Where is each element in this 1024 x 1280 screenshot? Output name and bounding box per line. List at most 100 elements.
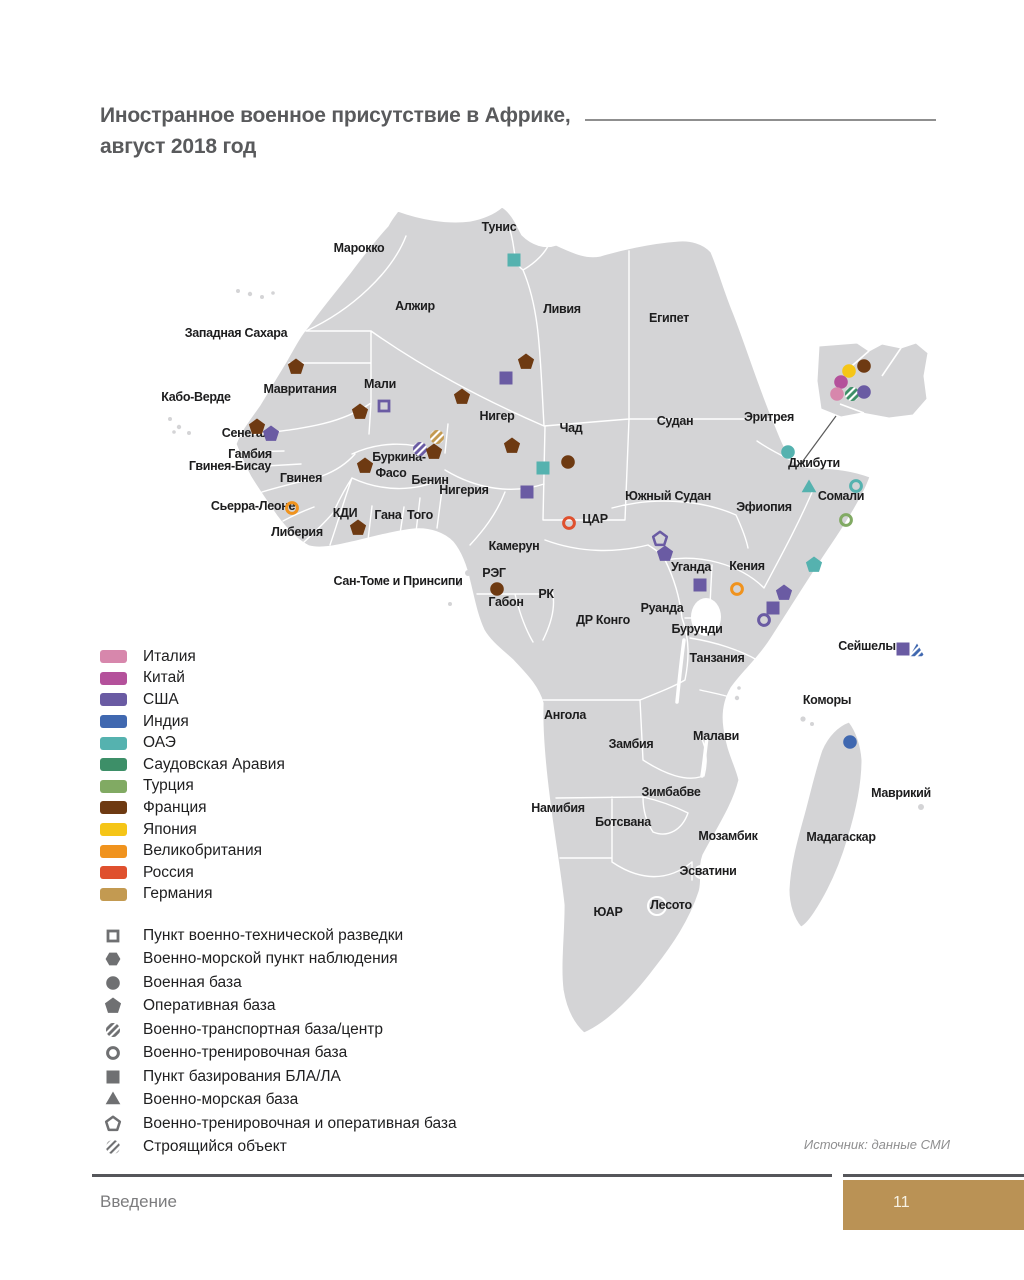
map-marker-uae-circle <box>781 445 795 459</box>
page-title: Иностранное военное присутствие в Африке… <box>100 100 620 162</box>
map-marker-usa-square-open <box>377 399 391 413</box>
country-label: Намибия <box>531 801 585 815</box>
map-marker-china-circle <box>834 375 848 389</box>
country-label: Эсватини <box>680 864 737 878</box>
square-open-icon <box>106 929 120 943</box>
map-marker-india-triangle-hatched <box>909 643 925 657</box>
hatch-icon <box>106 1140 120 1155</box>
country-label: Буркина- <box>372 450 426 464</box>
map-marker-usa-square <box>520 485 534 499</box>
legend-color-swatch <box>100 887 127 901</box>
africa-landmass <box>235 206 871 1034</box>
country-label: Мозамбик <box>698 829 758 843</box>
legend-color-swatch <box>100 866 127 880</box>
country-label: Гвинея <box>280 471 322 485</box>
country-label: Алжир <box>395 299 435 313</box>
inset-callout-line <box>799 415 837 466</box>
map-marker-usa-square <box>896 642 910 656</box>
legend-item-shape: Военно-тренировочная база <box>100 1042 457 1066</box>
square-icon <box>106 1070 120 1084</box>
map-marker-uk-circle-open <box>285 501 299 515</box>
map-marker-france-pentagon <box>425 443 443 459</box>
map-marker-uae-square <box>507 253 521 267</box>
legend-item-shape: Военно-транспортная база/центр <box>100 1018 457 1042</box>
legend-item-shape: Военная база <box>100 971 457 995</box>
country-label: ЦАР <box>582 512 608 526</box>
country-label: Чад <box>560 421 583 435</box>
map-marker-france-pentagon <box>517 353 535 369</box>
country-label: Бенин <box>411 473 448 487</box>
map-marker-usa-square <box>499 371 513 385</box>
pentagon-icon <box>104 997 122 1014</box>
country-label: Нигерия <box>439 483 488 497</box>
map-marker-india-circle <box>843 735 857 749</box>
legend-color-swatch <box>100 650 127 664</box>
legend-country-name: Индия <box>143 712 189 730</box>
country-label: Джибути <box>788 456 840 470</box>
map-marker-turkey-circle-open <box>839 513 853 527</box>
legend-country-name: Турция <box>143 777 194 795</box>
legend-country-name: Япония <box>143 820 197 838</box>
legend-shape-label: Оперативная база <box>143 997 276 1015</box>
country-label: Танзания <box>690 651 745 665</box>
country-label: Ангола <box>544 708 587 722</box>
country-label: Уганда <box>671 560 712 574</box>
legend-item-shape: Военно-тренировочная и оперативная база <box>100 1112 457 1136</box>
country-label: РЭГ <box>482 566 506 580</box>
page-title-line2: август 2018 год <box>100 135 257 158</box>
legend-item-country-usa: США <box>100 689 285 711</box>
circle-icon <box>106 975 120 990</box>
country-label: Того <box>407 508 434 522</box>
madagascar-island <box>788 721 863 928</box>
country-label: Гана <box>374 508 403 522</box>
legend-item-country-germany: Германия <box>100 884 285 906</box>
country-label: Камерун <box>489 539 540 553</box>
page-number: 11 <box>893 1194 910 1211</box>
map-marker-france-pentagon <box>453 388 471 404</box>
legend-shape-label: Строящийся объект <box>143 1138 287 1156</box>
legend-country-name: ОАЭ <box>143 734 176 752</box>
map-marker-usa-square <box>693 578 707 592</box>
map-marker-uae-circle-open <box>849 479 863 493</box>
legend-country-name: Великобритания <box>143 842 263 860</box>
country-label: Замбия <box>609 737 654 751</box>
hexagon-icon <box>105 952 121 966</box>
legend-country-name: США <box>143 690 179 708</box>
title-rule <box>585 119 936 121</box>
legend-shape-label: Военно-морская база <box>143 1091 299 1109</box>
legend-shape-label: Пункт базирования БЛА/ЛА <box>143 1067 341 1085</box>
country-label: Коморы <box>803 693 851 707</box>
djibouti-inset <box>799 342 929 466</box>
map-marker-france-circle <box>561 455 575 469</box>
legend-shape-label: Военно-транспортная база/центр <box>143 1020 384 1038</box>
footer-rule <box>92 1174 832 1177</box>
country-label: Эфиопия <box>736 500 792 514</box>
legend-item-country-france: Франция <box>100 797 285 819</box>
legend-item-country-italy: Италия <box>100 646 285 668</box>
map-marker-saudi-circle-hatched <box>845 387 859 401</box>
map-marker-russia-circle-open <box>562 516 576 530</box>
legend-item-shape: Военно-морская база <box>100 1089 457 1113</box>
legend-item-shape: Пункт военно-технической разведки <box>100 924 457 948</box>
legend-shape-label: Военная база <box>143 973 242 991</box>
map-marker-france-circle <box>490 582 504 596</box>
country-label: Ботсвана <box>595 815 652 829</box>
country-label: Мали <box>364 377 396 391</box>
map-marker-france-pentagon <box>349 519 367 535</box>
legend-item-shape: Военно-морской пункт наблюдения <box>100 948 457 972</box>
map-marker-usa-pentagon-open <box>651 530 669 547</box>
map-marker-usa-pentagon <box>775 584 793 600</box>
country-labels: Тунис Марокко Алжир Ливия Египет Западная Сах… <box>161 220 931 919</box>
legend-color-swatch <box>100 671 127 685</box>
legend-item-country-uk: Великобритания <box>100 840 285 862</box>
legend-country-name: Германия <box>143 885 213 903</box>
legend-country-name: Россия <box>143 863 194 881</box>
map-marker-usa-square <box>766 601 780 615</box>
country-label: Либерия <box>271 525 323 539</box>
country-label: Марокко <box>334 241 385 255</box>
country-label: Гвинея-Бисау <box>189 459 272 473</box>
map-marker-usa-circle-open <box>757 613 771 627</box>
country-label: Тунис <box>482 220 517 234</box>
